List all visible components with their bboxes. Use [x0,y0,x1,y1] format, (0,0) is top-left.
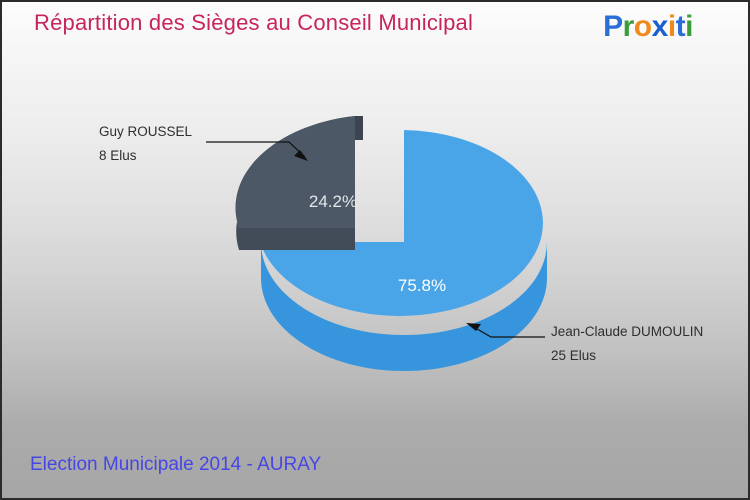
slice-percent-dumoulin: 75.8% [398,276,446,295]
pie-slice-roussel-base [239,228,355,250]
proxiti-logo[interactable]: Proxiti [603,12,693,42]
footer-caption: Election Municipale 2014 - AURAY [30,454,322,475]
pie-slice-roussel-top [235,116,355,228]
callout-dumoulin-name: Jean-Claude DUMOULIN [551,324,704,339]
pie-slice-roussel-edge-wall [355,116,363,140]
callout-dumoulin-seats: 25 Elus [551,347,597,363]
leader-line-dumoulin [466,323,545,338]
pie-slice-roussel[interactable] [235,116,363,250]
callout-dumoulin: Jean-Claude DUMOULIN 25 Elus [551,320,703,367]
logo-letter-o: o [633,10,652,43]
logo-letter-x: x [651,10,669,43]
page-title: Répartition des Sièges au Conseil Munici… [34,10,474,35]
leader-line-roussel [206,141,308,161]
callout-roussel-seats: 8 Elus [99,147,137,163]
arrowhead-roussel [294,150,308,161]
logo-letter-i2: i [685,10,693,43]
pie-slice-dumoulin-side [261,242,548,372]
logo-letter-r: r [622,10,635,43]
callout-roussel: Guy ROUSSEL 8 Elus [99,120,192,167]
slice-percent-roussel: 24.2% [309,192,357,211]
logo-letter-t: t [675,10,686,43]
pie-slice-dumoulin-top [261,130,543,316]
arrowhead-dumoulin [466,323,481,331]
logo-letter-p: P [603,10,623,43]
callout-roussel-name: Guy ROUSSEL [99,124,193,139]
logo-letter-i1: i [667,10,676,43]
